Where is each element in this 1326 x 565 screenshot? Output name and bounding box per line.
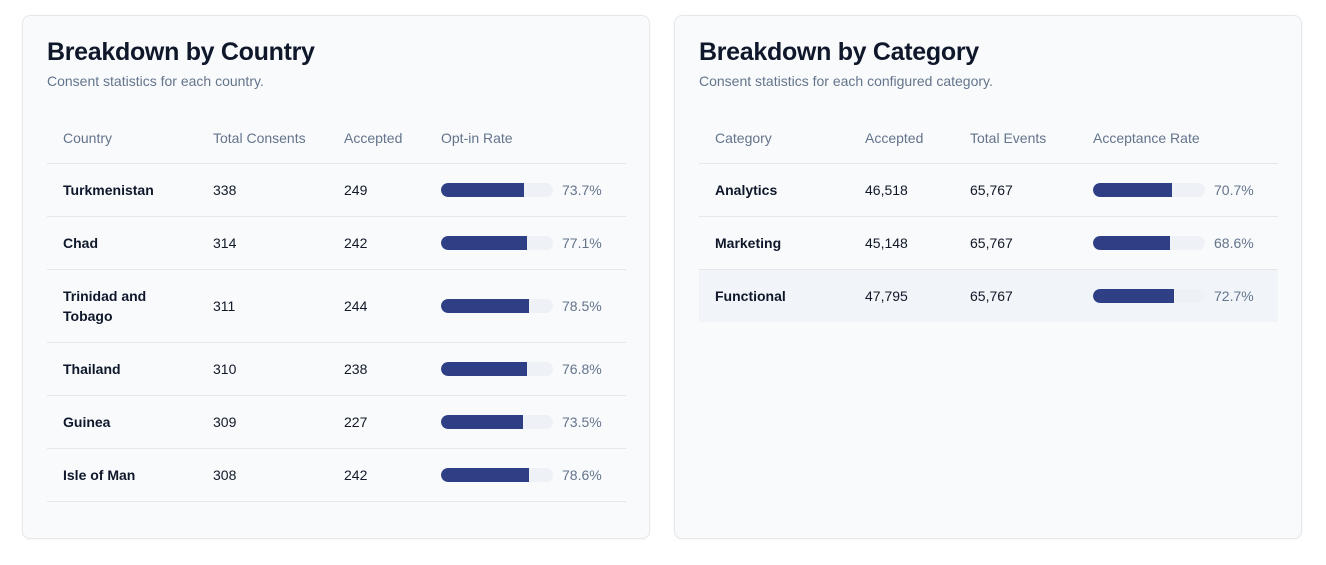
rate-percent: 77.1% bbox=[562, 234, 602, 251]
country-row[interactable]: Guinea 309 227 73.5% bbox=[47, 395, 626, 449]
total-events-value: 65,767 bbox=[954, 269, 1077, 322]
col-total-consents[interactable]: Total Consents bbox=[197, 114, 328, 164]
country-card-title: Breakdown by Country bbox=[47, 38, 315, 66]
accepted-value: 238 bbox=[328, 342, 425, 396]
total-consents-value: 338 bbox=[197, 163, 328, 217]
rate-indicator: 76.8% bbox=[441, 359, 610, 379]
rate-cell: 70.7% bbox=[1077, 163, 1278, 217]
rate-bar-track bbox=[1093, 235, 1205, 250]
rate-bar-fill bbox=[441, 235, 528, 250]
rate-cell: 76.8% bbox=[425, 342, 626, 396]
category-name: Functional bbox=[699, 269, 849, 322]
col-total-events[interactable]: Total Events bbox=[954, 114, 1077, 164]
rate-indicator: 68.6% bbox=[1093, 233, 1262, 253]
rate-bar-fill bbox=[441, 467, 530, 482]
rate-bar-track bbox=[441, 467, 553, 482]
rate-bar-track bbox=[441, 361, 553, 376]
rate-cell: 77.1% bbox=[425, 216, 626, 270]
category-breakdown-card: Breakdown by Category Consent statistics… bbox=[674, 15, 1302, 539]
rate-cell: 78.5% bbox=[425, 269, 626, 343]
accepted-value: 242 bbox=[328, 216, 425, 270]
accepted-value: 46,518 bbox=[849, 163, 954, 217]
rate-indicator: 73.7% bbox=[441, 180, 610, 200]
country-name: Turkmenistan bbox=[47, 163, 197, 217]
country-row[interactable]: Isle of Man 308 242 78.6% bbox=[47, 448, 626, 502]
rate-bar-fill bbox=[441, 182, 524, 197]
country-card-subtitle: Consent statistics for each country. bbox=[47, 73, 264, 89]
total-consents-value: 314 bbox=[197, 216, 328, 270]
rate-bar-track bbox=[441, 298, 553, 313]
rate-bar-track bbox=[441, 235, 553, 250]
category-card-subtitle: Consent statistics for each configured c… bbox=[699, 73, 993, 89]
rate-percent: 68.6% bbox=[1214, 234, 1254, 251]
rate-indicator: 70.7% bbox=[1093, 180, 1262, 200]
total-consents-value: 308 bbox=[197, 448, 328, 502]
accepted-value: 249 bbox=[328, 163, 425, 217]
rate-percent: 73.5% bbox=[562, 413, 602, 430]
rate-bar-track bbox=[441, 182, 553, 197]
rate-percent: 72.7% bbox=[1214, 287, 1254, 304]
country-row[interactable]: Thailand 310 238 76.8% bbox=[47, 342, 626, 396]
rate-bar-fill bbox=[441, 361, 528, 376]
total-consents-value: 309 bbox=[197, 395, 328, 449]
rate-bar-fill bbox=[441, 298, 529, 313]
rate-cell: 73.7% bbox=[425, 163, 626, 217]
rate-bar-track bbox=[1093, 288, 1205, 303]
rate-percent: 78.5% bbox=[562, 297, 602, 314]
category-row[interactable]: Marketing 45,148 65,767 68.6% bbox=[699, 216, 1278, 270]
col-country[interactable]: Country bbox=[47, 114, 197, 164]
rate-indicator: 78.6% bbox=[441, 465, 610, 485]
rate-indicator: 73.5% bbox=[441, 412, 610, 432]
category-card-title: Breakdown by Category bbox=[699, 38, 979, 66]
country-table: Country Total Consents Accepted Opt-in R… bbox=[47, 114, 626, 502]
col-accepted[interactable]: Accepted bbox=[328, 114, 425, 164]
col-accepted[interactable]: Accepted bbox=[849, 114, 954, 164]
country-row[interactable]: Trinidad and Tobago 311 244 78.5% bbox=[47, 269, 626, 343]
rate-cell: 72.7% bbox=[1077, 269, 1278, 322]
accepted-value: 47,795 bbox=[849, 269, 954, 322]
rate-cell: 78.6% bbox=[425, 448, 626, 502]
total-consents-value: 311 bbox=[197, 269, 328, 343]
accepted-value: 242 bbox=[328, 448, 425, 502]
country-name: Chad bbox=[47, 216, 197, 270]
category-name: Marketing bbox=[699, 216, 849, 270]
country-row[interactable]: Turkmenistan 338 249 73.7% bbox=[47, 163, 626, 217]
col-acceptance-rate[interactable]: Acceptance Rate bbox=[1077, 114, 1278, 164]
accepted-value: 227 bbox=[328, 395, 425, 449]
rate-bar-track bbox=[1093, 182, 1205, 197]
category-name: Analytics bbox=[699, 163, 849, 217]
rate-indicator: 78.5% bbox=[441, 296, 610, 316]
country-breakdown-card: Breakdown by Country Consent statistics … bbox=[22, 15, 650, 539]
total-events-value: 65,767 bbox=[954, 216, 1077, 270]
rate-percent: 70.7% bbox=[1214, 181, 1254, 198]
country-name: Trinidad and Tobago bbox=[47, 269, 197, 343]
rate-bar-fill bbox=[1093, 288, 1175, 303]
country-name: Isle of Man bbox=[47, 448, 197, 502]
category-table: Category Accepted Total Events Acceptanc… bbox=[699, 114, 1278, 322]
rate-bar-fill bbox=[441, 414, 524, 429]
rate-indicator: 77.1% bbox=[441, 233, 610, 253]
col-opt-in-rate[interactable]: Opt-in Rate bbox=[425, 114, 626, 164]
category-row[interactable]: Functional 47,795 65,767 72.7% bbox=[699, 269, 1278, 322]
country-table-header: Country Total Consents Accepted Opt-in R… bbox=[47, 114, 626, 164]
accepted-value: 244 bbox=[328, 269, 425, 343]
rate-percent: 73.7% bbox=[562, 181, 602, 198]
rate-bar-fill bbox=[1093, 235, 1170, 250]
total-consents-value: 310 bbox=[197, 342, 328, 396]
rate-cell: 68.6% bbox=[1077, 216, 1278, 270]
rate-percent: 78.6% bbox=[562, 466, 602, 483]
category-row[interactable]: Analytics 46,518 65,767 70.7% bbox=[699, 163, 1278, 217]
rate-cell: 73.5% bbox=[425, 395, 626, 449]
country-name: Thailand bbox=[47, 342, 197, 396]
total-events-value: 65,767 bbox=[954, 163, 1077, 217]
country-name: Guinea bbox=[47, 395, 197, 449]
rate-indicator: 72.7% bbox=[1093, 286, 1262, 306]
rate-bar-track bbox=[441, 414, 553, 429]
rate-percent: 76.8% bbox=[562, 360, 602, 377]
rate-bar-fill bbox=[1093, 182, 1173, 197]
country-row[interactable]: Chad 314 242 77.1% bbox=[47, 216, 626, 270]
accepted-value: 45,148 bbox=[849, 216, 954, 270]
col-category[interactable]: Category bbox=[699, 114, 849, 164]
category-table-header: Category Accepted Total Events Acceptanc… bbox=[699, 114, 1278, 164]
